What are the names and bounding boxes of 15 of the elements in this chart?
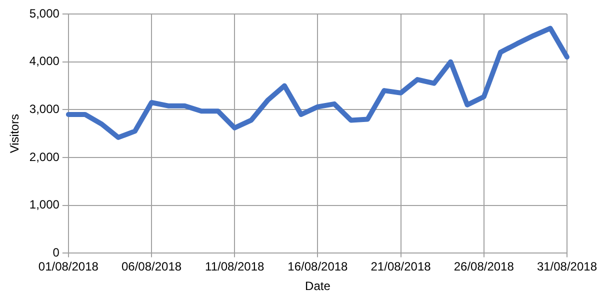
x-tick-label: 21/08/2018	[370, 260, 432, 274]
y-tick-label: 1,000	[29, 198, 60, 212]
x-tick-label: 16/08/2018	[288, 260, 348, 274]
y-axis-title: Visitors	[8, 114, 22, 154]
x-tick-label: 26/08/2018	[454, 260, 514, 274]
y-tick-label: 4,000	[29, 54, 60, 68]
x-tick-label: 31/08/2018	[536, 260, 598, 274]
y-tick-label: 5,000	[29, 6, 60, 20]
x-tick-label: 01/08/2018	[38, 260, 99, 274]
y-tick-label: 0	[52, 246, 60, 260]
y-tick-label: 3,000	[29, 102, 60, 116]
x-axis-title: Date	[305, 279, 331, 294]
y-tick-label: 2,000	[29, 150, 60, 164]
x-tick-label: 11/08/2018	[205, 260, 265, 274]
x-tick-label: 06/08/2018	[121, 260, 182, 274]
